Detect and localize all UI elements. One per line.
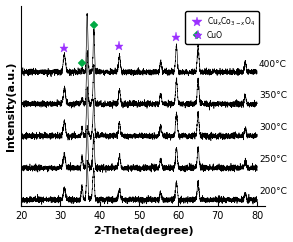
Text: 400°C: 400°C — [259, 60, 287, 68]
Text: 300°C: 300°C — [259, 123, 287, 132]
Legend: Cu$_x$Co$_{3-x}$O$_4$, CuO: Cu$_x$Co$_{3-x}$O$_4$, CuO — [185, 11, 259, 44]
Text: 350°C: 350°C — [259, 91, 287, 100]
Y-axis label: Intensity(a.u.): Intensity(a.u.) — [6, 61, 16, 151]
X-axis label: 2-Theta(degree): 2-Theta(degree) — [93, 227, 193, 236]
Text: 250°C: 250°C — [259, 155, 287, 164]
Text: 200°C: 200°C — [259, 187, 287, 196]
